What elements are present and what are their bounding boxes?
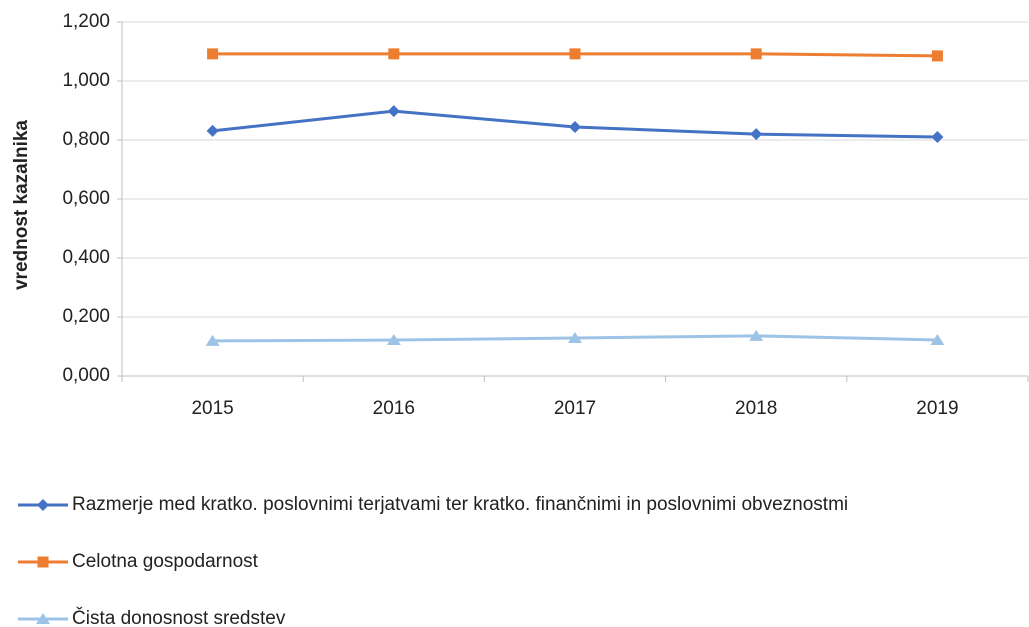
data-point: [568, 331, 582, 343]
legend-label: Razmerje med kratko. poslovnimi terjatva…: [72, 494, 848, 515]
y-tick-label: 0,600: [62, 188, 110, 209]
data-point: [388, 48, 400, 60]
data-point: [205, 334, 220, 346]
x-tick-label: 2016: [373, 398, 415, 419]
legend-marker: [37, 499, 49, 511]
y-tick-label: 0,200: [62, 306, 110, 327]
legend-label: Celotna gospodarnost: [72, 551, 259, 572]
data-point: [931, 50, 943, 62]
y-tick-label: 0,800: [62, 129, 110, 150]
x-tick-label: 2019: [916, 398, 958, 419]
y-tick-label: 1,000: [62, 70, 110, 91]
data-point: [569, 121, 581, 134]
data-point: [750, 48, 762, 60]
legend-marker: [37, 556, 49, 568]
x-tick-label: 2018: [735, 398, 777, 419]
legend-label: Čista donosnost sredstev: [72, 607, 286, 627]
data-point: [930, 334, 945, 346]
data-point: [386, 334, 401, 346]
x-tick-label: 2015: [191, 398, 233, 419]
data-point: [569, 48, 581, 60]
y-tick-label: 0,000: [62, 365, 110, 386]
legend-marker: [36, 613, 50, 624]
y-tick-label: 0,400: [62, 247, 110, 268]
data-point: [206, 124, 219, 137]
y-tick-label: 1,200: [62, 11, 110, 32]
data-point: [387, 105, 400, 118]
data-point: [207, 48, 219, 60]
x-tick-label: 2017: [554, 398, 596, 419]
data-point: [750, 128, 763, 141]
data-point: [749, 329, 764, 341]
y-axis-label: vrednost kazalnika: [11, 120, 32, 290]
data-point: [931, 131, 944, 144]
